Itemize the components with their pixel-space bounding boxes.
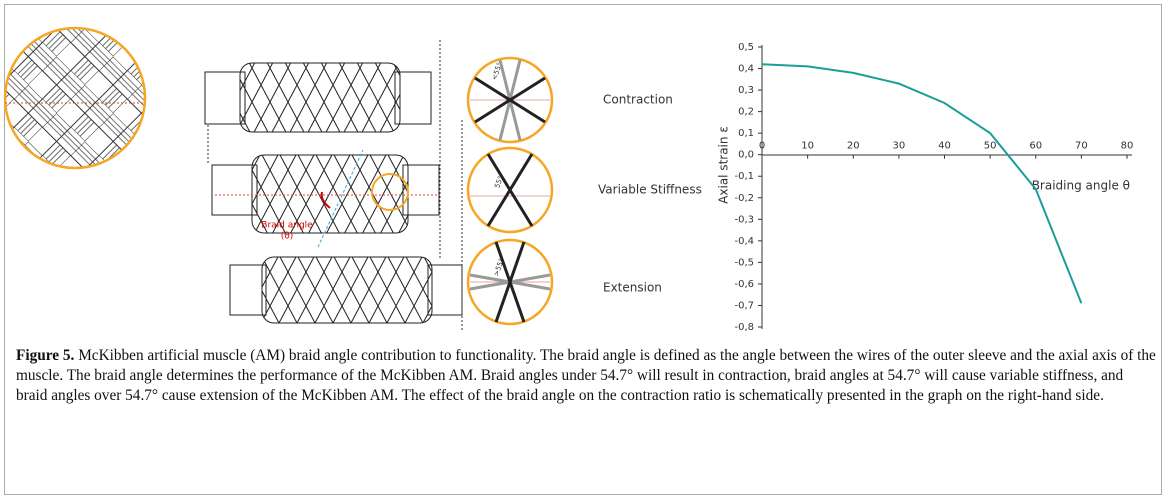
y-axis-label: Axial strain ε xyxy=(717,126,731,204)
angle-label: 55° xyxy=(493,175,505,189)
figure: Braid angle (θ) <55° 55° >55° Contractio… xyxy=(3,26,1134,333)
x-tick-label: 20 xyxy=(847,141,860,152)
extension-label: Extension xyxy=(603,281,662,295)
angle-arrow xyxy=(320,191,331,209)
y-tick-label: -0,8 xyxy=(734,322,754,333)
y-tick-label: 0,1 xyxy=(738,128,754,139)
variable-stiffness-label: Variable Stiffness xyxy=(598,183,702,197)
x-tick-label: 30 xyxy=(893,141,906,152)
zoom-marker xyxy=(371,173,409,211)
data-line xyxy=(761,63,1083,304)
x-tick-label: 70 xyxy=(1075,141,1088,152)
contraction-label: Contraction xyxy=(603,93,673,107)
muscle-variable xyxy=(211,154,440,234)
y-tick-label: 0,3 xyxy=(738,85,754,96)
y-tick-label: -0,6 xyxy=(734,279,754,290)
y-tick-label: -0,2 xyxy=(734,193,754,204)
braid-line xyxy=(317,149,364,248)
y-tick-label: -0,5 xyxy=(734,257,754,268)
x-tick-label: 50 xyxy=(984,141,997,152)
guide-lines xyxy=(207,40,463,330)
caption-text: McKibben artificial muscle (AM) braid an… xyxy=(16,347,1156,404)
y-tick-label: -0,3 xyxy=(734,214,754,225)
muscle-extension xyxy=(229,256,463,324)
braid-angle-label: Braid angle xyxy=(261,221,313,231)
x-tick-label: 60 xyxy=(1029,141,1042,152)
muscle-contraction xyxy=(204,62,432,133)
y-tick-label: 0,4 xyxy=(738,64,754,75)
angle-contraction xyxy=(466,56,554,144)
y-tick-label: -0,7 xyxy=(734,300,754,311)
x-tick-label: 0 xyxy=(759,141,765,152)
y-tick-label: 0,2 xyxy=(738,107,754,118)
braid-zoom xyxy=(3,26,147,170)
y-tick-label: -0,4 xyxy=(734,236,754,247)
x-tick-label: 80 xyxy=(1121,141,1134,152)
y-tick-label: -0,1 xyxy=(734,171,754,182)
x-tick-label: 40 xyxy=(938,141,951,152)
caption-label: Figure 5. xyxy=(16,347,75,364)
theta-label: (θ) xyxy=(281,232,294,242)
x-axis-label: Braiding angle θ xyxy=(1032,179,1130,193)
x-tick-label: 10 xyxy=(801,141,814,152)
angle-variable xyxy=(466,146,554,234)
caption: Figure 5. McKibben artificial muscle (AM… xyxy=(16,346,1156,406)
y-tick-label: 0,5 xyxy=(738,42,754,53)
angle-extension xyxy=(466,238,554,326)
figure-frame xyxy=(4,4,1162,495)
y-tick-label: 0,0 xyxy=(738,150,754,161)
